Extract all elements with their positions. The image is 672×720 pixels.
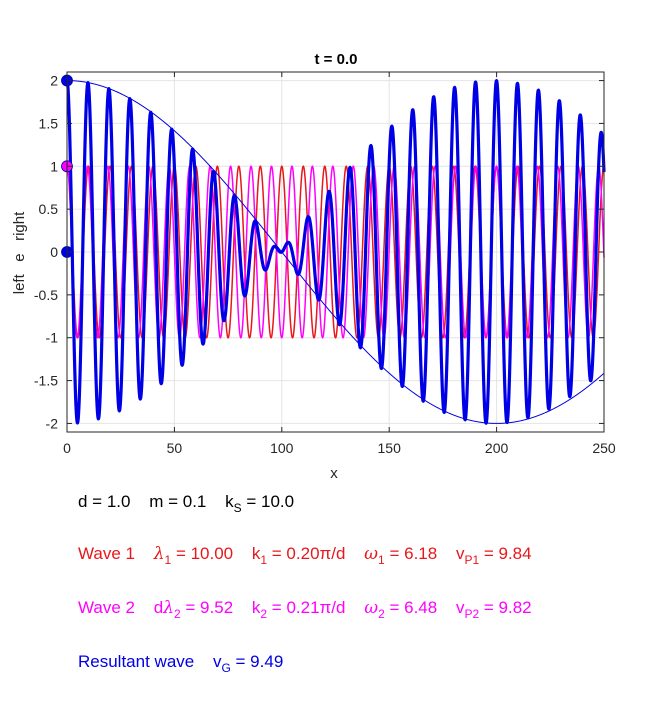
y-tick-label: 2	[50, 73, 58, 89]
resultant-line: Resultant wave vG = 9.49	[78, 652, 283, 675]
chart-title: t = 0.0	[315, 51, 358, 68]
y-axis-label: left e right	[11, 211, 28, 294]
y-tick-label: 0	[50, 244, 58, 260]
x-tick-label: 200	[485, 440, 509, 456]
wave1-lambda-value: = 10.00	[171, 544, 234, 563]
y-tick-label: 1	[50, 158, 58, 174]
wave1-v-pre: v	[455, 544, 465, 563]
param-d: d = 1.0	[78, 492, 131, 511]
params-line: d = 1.0 m = 0.1 kS = 10.0	[78, 492, 294, 515]
wave1-omega-symbol: ω	[364, 544, 379, 564]
wave1-lambda-symbol: λ	[153, 544, 165, 564]
envelope-line	[67, 80, 605, 424]
wave1-label: Wave 1	[78, 544, 136, 563]
wave2-omega-value: = 6.48	[384, 598, 438, 617]
param-ks-val: = 10.0	[241, 492, 295, 511]
wave2-omega-symbol: ω	[364, 598, 379, 618]
param-m: m = 0.1	[149, 492, 207, 511]
plot-area	[61, 74, 606, 425]
wave2-v-value: = 9.82	[479, 598, 532, 617]
ticks: 0 50 100 150 200 250 -2 -1.5 -1 -0.5 0 0.5 1 1.5 2	[34, 72, 616, 456]
wave1-k-sub: 1	[260, 553, 268, 567]
param-ks-pre: k	[225, 492, 234, 511]
wave2-line: Wave 2 dλ2 = 9.52 k2 = 0.21π/d ω2 = 6.48…	[78, 598, 532, 621]
x-axis-label: x	[330, 465, 338, 482]
wave2-k-value: = 0.21π/d	[267, 598, 346, 617]
y-tick-label: -0.5	[34, 287, 58, 303]
wave1-k-value: = 0.20π/d	[267, 544, 346, 563]
wave1-omega-sub: 1	[378, 553, 385, 567]
y-tick-label: 1.5	[39, 115, 59, 131]
y-tick-label: -1	[46, 330, 59, 346]
x-tick-label: 0	[63, 440, 71, 456]
resultant-v-sub: G	[221, 661, 231, 675]
y-tick-label: 0.5	[39, 201, 59, 217]
x-tick-label: 50	[167, 440, 183, 456]
wave2-lambda-symbol: λ	[163, 598, 174, 618]
wave2-lambda-pre: d	[153, 598, 164, 617]
wave2-v-sub: P2	[464, 607, 480, 621]
wave2-k-sub: 2	[260, 607, 268, 621]
x-tick-label: 100	[270, 440, 294, 456]
wave1-v-value: = 9.84	[479, 544, 532, 563]
resultant-v-pre: v	[212, 652, 222, 671]
wave2-v-pre: v	[455, 598, 465, 617]
x-tick-label: 250	[592, 440, 616, 456]
y-tick-label: -1.5	[34, 373, 58, 389]
wave2-label: Wave 2	[78, 598, 136, 617]
y-tick-label: -2	[46, 415, 59, 431]
resultant-label: Resultant wave	[78, 652, 195, 671]
param-ks-sub: S	[233, 501, 242, 515]
wave2-k-pre: k	[251, 598, 261, 617]
resultant-v-value: = 9.49	[230, 652, 284, 671]
wave1-line: Wave 1 λ1 = 10.00 k1 = 0.20π/d ω1 = 6.18…	[78, 544, 532, 567]
wave2-lambda-sub: 2	[174, 607, 181, 621]
wave1-omega-value: = 6.18	[384, 544, 438, 563]
wave2-omega-sub: 2	[378, 607, 385, 621]
wave1-lambda-sub: 1	[164, 553, 172, 567]
resultant-line	[65, 79, 606, 425]
x-tick-label: 150	[378, 440, 402, 456]
wave2-lambda-value: = 9.52	[180, 598, 234, 617]
wave1-k-pre: k	[251, 544, 261, 563]
wave1-v-sub: P1	[464, 553, 480, 567]
